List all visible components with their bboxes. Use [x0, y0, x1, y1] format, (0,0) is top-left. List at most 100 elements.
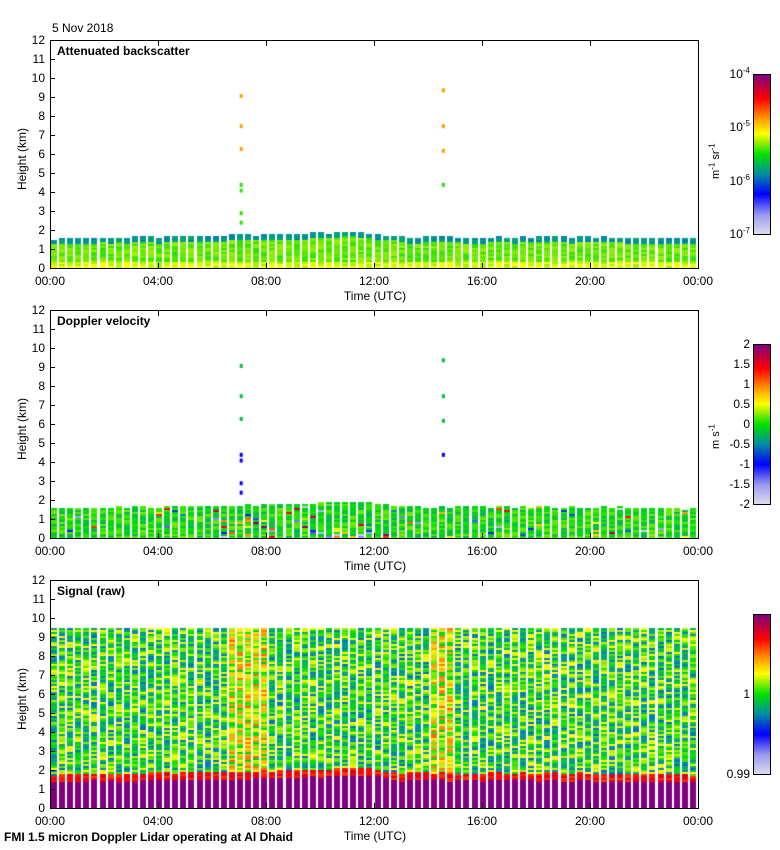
heatmap-1 — [51, 41, 698, 268]
y-tick-label: 6 — [38, 147, 45, 161]
y-tick-mark — [50, 405, 55, 406]
y-tick-mark — [50, 268, 55, 269]
x-tick-label: 20:00 — [574, 274, 606, 288]
tick-base: 10 — [729, 120, 743, 135]
y-tick-label: 12 — [31, 33, 45, 47]
x-tick-mark-top — [698, 581, 699, 586]
y-tick-label: 9 — [38, 90, 45, 104]
y-tick-label: 4 — [38, 455, 45, 469]
x-tick-mark-top — [374, 311, 375, 316]
y-tick-label: 3 — [38, 474, 45, 488]
x-tick-mark-top — [374, 581, 375, 586]
x-tick-mark — [50, 263, 51, 268]
x-tick-mark-top — [158, 581, 159, 586]
y-tick-label: 11 — [32, 52, 45, 66]
x-tick-mark — [590, 803, 591, 808]
x-tick-label: 00:00 — [682, 544, 714, 558]
colorbar-tick-label: -1 — [739, 457, 750, 471]
colorbar-tick-label: 1 — [743, 687, 750, 701]
tick-exponent: -4 — [742, 66, 750, 75]
y-tick-label: 5 — [38, 166, 45, 180]
colorbar-tick-label: 1.5 — [733, 357, 750, 371]
x-tick-mark — [482, 263, 483, 268]
tick-exponent: -6 — [742, 172, 750, 182]
panel-title-1: Attenuated backscatter — [57, 44, 190, 58]
y-tick-label: 0 — [38, 801, 45, 815]
y-tick-mark — [50, 249, 55, 250]
x-tick-mark-top — [50, 581, 51, 586]
x-tick-mark-top — [266, 311, 267, 316]
y-tick-mark — [50, 211, 55, 212]
x-tick-label: 00:00 — [682, 814, 714, 828]
y-tick-mark — [50, 770, 55, 771]
y-tick-label: 8 — [38, 109, 45, 123]
x-tick-mark — [698, 263, 699, 268]
plot-frame-2 — [50, 310, 699, 539]
x-tick-label: 08:00 — [250, 544, 282, 558]
x-tick-label: 08:00 — [250, 814, 282, 828]
y-tick-mark — [50, 154, 55, 155]
footer-caption: FMI 1.5 micron Doppler Lidar operating a… — [4, 830, 293, 844]
y-tick-mark — [50, 40, 55, 41]
x-tick-label: 20:00 — [574, 814, 606, 828]
colorbar-tick-label: 0.5 — [733, 397, 750, 411]
x-tick-mark-top — [698, 311, 699, 316]
x-tick-mark-top — [266, 581, 267, 586]
y-tick-mark — [50, 97, 55, 98]
colorbar-3 — [753, 614, 771, 775]
unit-part: m — [710, 169, 722, 179]
panel-title-2: Doppler velocity — [57, 314, 151, 328]
y-tick-label: 8 — [38, 649, 45, 663]
plot-frame-1 — [50, 40, 699, 269]
y-tick-mark — [50, 173, 55, 174]
x-tick-label: 00:00 — [34, 814, 66, 828]
x-tick-mark — [158, 533, 159, 538]
x-tick-mark — [50, 803, 51, 808]
y-tick-mark — [50, 808, 55, 809]
x-tick-label: 00:00 — [682, 274, 714, 288]
x-tick-mark — [266, 803, 267, 808]
plot-frame-3 — [50, 580, 699, 809]
unit-part: sr — [710, 150, 722, 163]
unit-part: m s — [710, 431, 722, 449]
x-axis-label: Time (UTC) — [343, 289, 407, 303]
colorbar-tick-label: 10-7 — [729, 227, 750, 241]
y-tick-label: 10 — [31, 341, 45, 355]
y-tick-label: 6 — [38, 687, 45, 701]
colorbar-tick-label: 2 — [743, 337, 750, 351]
x-tick-mark-top — [590, 581, 591, 586]
y-tick-mark — [50, 310, 55, 311]
y-tick-label: 9 — [38, 630, 45, 644]
y-tick-label: 7 — [38, 128, 45, 142]
tick-base: 10 — [729, 227, 743, 241]
y-tick-mark — [50, 751, 55, 752]
y-tick-label: 6 — [38, 417, 45, 431]
colorbar-tick-label: -0.5 — [729, 437, 750, 451]
x-tick-label: 20:00 — [574, 544, 606, 558]
y-tick-mark — [50, 135, 55, 136]
tick-base: 10 — [729, 173, 743, 188]
y-tick-mark — [50, 481, 55, 482]
y-tick-label: 11 — [32, 592, 45, 606]
y-tick-label: 2 — [38, 223, 45, 237]
x-tick-mark — [590, 533, 591, 538]
y-tick-mark — [50, 675, 55, 676]
y-tick-label: 1 — [38, 782, 45, 796]
colorbar-tick-label: 10-6 — [729, 172, 750, 188]
y-tick-mark — [50, 694, 55, 695]
y-tick-label: 10 — [31, 611, 45, 625]
colorbar-tick-label: 10-4 — [730, 66, 750, 81]
y-tick-label: 5 — [38, 706, 45, 720]
y-tick-mark — [50, 789, 55, 790]
y-tick-mark — [50, 538, 55, 539]
y-tick-label: 8 — [38, 379, 45, 393]
y-tick-label: 12 — [31, 573, 45, 587]
x-tick-mark — [374, 533, 375, 538]
y-tick-label: 10 — [31, 71, 45, 85]
y-tick-label: 11 — [32, 322, 45, 336]
y-tick-label: 3 — [38, 744, 45, 758]
x-tick-mark — [50, 533, 51, 538]
colorbar-unit-label: m-1 sr-1 — [707, 143, 722, 179]
x-tick-label: 12:00 — [358, 814, 390, 828]
x-tick-label: 12:00 — [358, 274, 390, 288]
